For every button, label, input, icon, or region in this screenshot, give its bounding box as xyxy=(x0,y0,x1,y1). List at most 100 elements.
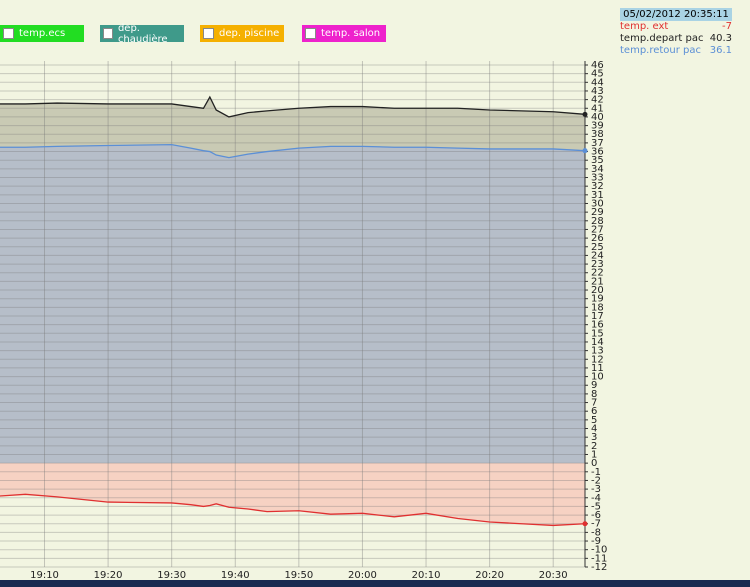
checkbox[interactable] xyxy=(203,28,214,39)
legend-label: temp.retour pac xyxy=(620,45,702,56)
toggle-button[interactable]: dep. piscine xyxy=(200,25,284,42)
y-tick-label: 13 xyxy=(591,346,604,357)
panel-row: temp.depart pac 40.3 xyxy=(620,33,732,45)
y-tick-label: 45 xyxy=(591,69,604,80)
y-tick-label: 9 xyxy=(591,380,597,391)
bottom-bar xyxy=(0,580,750,587)
checkbox[interactable] xyxy=(305,28,316,39)
toggle-label: temp. salon xyxy=(321,28,381,39)
y-tick-label: 8 xyxy=(591,389,597,400)
end-dot xyxy=(582,148,588,154)
toggle-button[interactable]: dep. chaudière xyxy=(100,22,184,45)
toggle-button[interactable]: temp.ecs xyxy=(0,25,84,42)
y-tick-label: 18 xyxy=(591,302,604,313)
y-tick-label: 21 xyxy=(591,276,604,287)
y-tick-label: 30 xyxy=(591,198,604,209)
y-tick-label: 37 xyxy=(591,138,604,149)
y-tick-label: 1 xyxy=(591,449,597,460)
timestamp: 05/02/2012 20:35:11 xyxy=(620,8,732,21)
y-tick-label: 35 xyxy=(591,155,604,166)
legend-label: temp. ext xyxy=(620,21,669,32)
legend-label: temp.depart pac xyxy=(620,33,704,44)
x-tick-label: 19:40 xyxy=(221,570,250,581)
plot xyxy=(0,97,585,526)
y-tick-label: 22 xyxy=(591,268,604,279)
panel-row: temp.retour pac 36.1 xyxy=(620,45,732,57)
y-tick-label: 36 xyxy=(591,147,604,158)
end-dot xyxy=(582,521,588,527)
x-tick-label: 20:20 xyxy=(475,570,504,581)
panel-row: temp. ext -7 xyxy=(620,21,732,33)
current-value: -7 xyxy=(722,21,732,32)
y-tick-label: -11 xyxy=(591,553,607,564)
x-tick-label: 20:30 xyxy=(539,570,568,581)
y-tick-label: 28 xyxy=(591,216,604,227)
area xyxy=(0,463,585,526)
y-tick-label: -9 xyxy=(591,536,601,547)
x-tick-label: 20:00 xyxy=(348,570,377,581)
y-tick-label: -12 xyxy=(591,562,607,573)
y-tick-label: -1 xyxy=(591,467,601,478)
current-value: 40.3 xyxy=(709,33,732,44)
y-tick-label: 7 xyxy=(591,398,597,409)
y-tick-label: 11 xyxy=(591,363,604,374)
y-tick-label: 34 xyxy=(591,164,604,175)
y-tick-label: 26 xyxy=(591,233,604,244)
line xyxy=(0,143,586,159)
y-tick-label: 29 xyxy=(591,207,604,218)
x-tick-label: 19:20 xyxy=(94,570,123,581)
y-tick-label: 4 xyxy=(591,424,597,435)
y-tick-label: 19 xyxy=(591,294,604,305)
y-tick-label: 31 xyxy=(591,190,604,201)
y-tick-label: -4 xyxy=(591,493,601,504)
y-tick-label: 15 xyxy=(591,328,604,339)
line xyxy=(0,95,586,118)
y-tick-label: 24 xyxy=(591,250,604,261)
x-tick-label: 19:50 xyxy=(284,570,313,581)
y-tick-label: -3 xyxy=(591,484,601,495)
y-tick-label: 0 xyxy=(591,458,597,469)
y-tick-label: 23 xyxy=(591,259,604,270)
y-tick-label: -5 xyxy=(591,501,601,512)
y-tick-label: 39 xyxy=(591,121,604,132)
x-tick-label: 19:30 xyxy=(157,570,186,581)
x-tick-label: 19:10 xyxy=(30,570,59,581)
y-tick-label: 25 xyxy=(591,242,604,253)
y-tick-label: 42 xyxy=(591,95,604,106)
y-tick-label: 27 xyxy=(591,224,604,235)
end-dot xyxy=(582,111,588,117)
y-tick-label: 14 xyxy=(591,337,604,348)
checkbox[interactable] xyxy=(103,28,113,39)
y-tick-label: -6 xyxy=(591,510,601,521)
y-tick-label: 46 xyxy=(591,60,604,71)
y-tick-label: 40 xyxy=(591,112,604,123)
y-tick-label: 17 xyxy=(591,311,604,322)
y-tick-label: 16 xyxy=(591,320,604,331)
y-tick-label: 41 xyxy=(591,103,604,114)
y-tick-label: 32 xyxy=(591,181,604,192)
toggle-label: dep. chaudière xyxy=(117,22,168,45)
y-tick-label: 6 xyxy=(591,406,597,417)
y-tick-label: -8 xyxy=(591,527,601,538)
y-tick-label: -7 xyxy=(591,519,601,530)
area xyxy=(0,97,585,464)
y-tick-label: -10 xyxy=(591,545,607,556)
y-tick-label: 5 xyxy=(591,415,597,426)
y-tick-label: -2 xyxy=(591,475,601,486)
y-tick-label: 12 xyxy=(591,354,604,365)
current-value: 36.1 xyxy=(709,45,732,56)
x-tick-label: 20:10 xyxy=(412,570,441,581)
y-tick-label: 43 xyxy=(591,86,604,97)
y-tick-label: 33 xyxy=(591,173,604,184)
area xyxy=(0,144,585,464)
line xyxy=(0,493,586,527)
checkbox[interactable] xyxy=(3,28,14,39)
y-tick-label: 3 xyxy=(591,432,597,443)
value-panel: 05/02/2012 20:35:11 temp. ext -7 temp.depa… xyxy=(620,8,732,57)
y-tick-label: 10 xyxy=(591,372,604,383)
toggle-label: dep. piscine xyxy=(219,28,280,39)
toggle-button[interactable]: temp. salon xyxy=(302,25,386,42)
y-tick-label: 2 xyxy=(591,441,597,452)
y-tick-label: 38 xyxy=(591,129,604,140)
